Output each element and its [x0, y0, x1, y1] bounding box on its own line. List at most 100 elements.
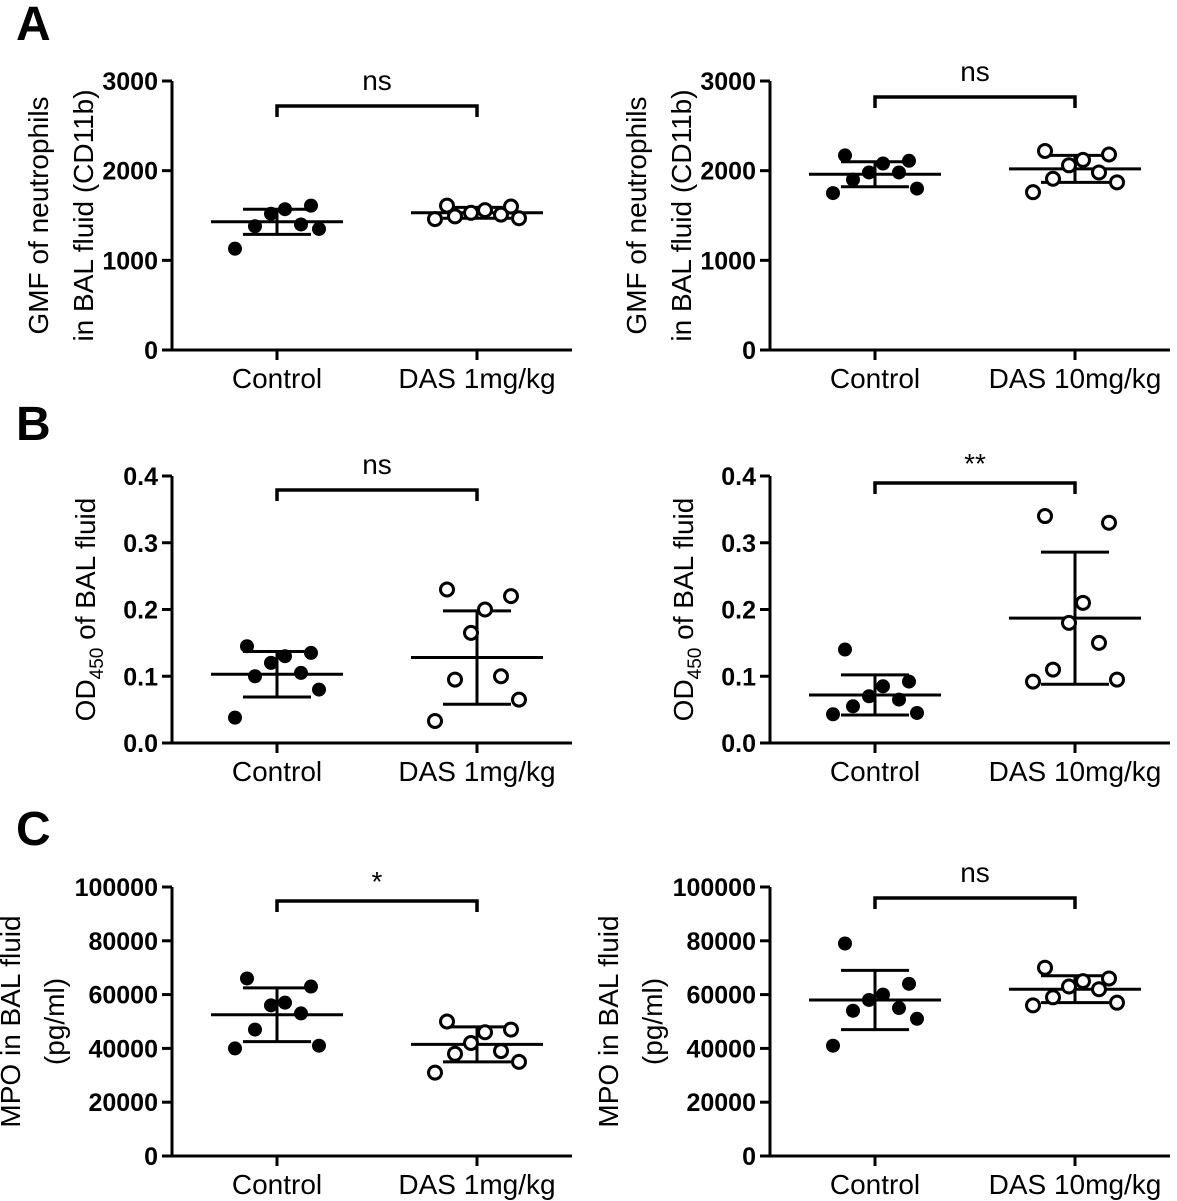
series-1 — [809, 936, 941, 1053]
data-point — [1075, 151, 1091, 168]
data-point — [228, 710, 242, 725]
series-2 — [1009, 959, 1141, 1014]
y-axis-label: (pg/ml) — [637, 978, 668, 1065]
plot-6: 0 20000 40000 60000 80000 100000 Control DAS 10… — [593, 857, 1170, 1200]
data-point — [1101, 970, 1117, 987]
data-point — [463, 204, 479, 221]
significance-label: ns — [960, 56, 990, 87]
y-axis-label: MPO in BAL fluid — [593, 915, 624, 1127]
y-tick-label: 3000 — [700, 68, 756, 96]
significance-label: ns — [960, 857, 990, 888]
y-axis-label-subscript: 450 — [87, 648, 108, 680]
significance-bracket — [275, 104, 479, 117]
data-point — [294, 665, 308, 680]
y-tick-label: 80000 — [686, 928, 756, 956]
data-point — [312, 221, 326, 236]
data-point — [427, 1064, 443, 1081]
y-axis-label: GMF of neutrophils — [23, 96, 54, 334]
significance-bracket — [275, 899, 479, 912]
x-tick-label: DAS 1mg/kg — [398, 363, 555, 394]
y-tick-label: 0.2 — [721, 597, 756, 625]
data-point — [511, 691, 527, 708]
data-point — [477, 1024, 493, 1041]
plot-5: 0 20000 40000 60000 80000 100000 Control DAS 1m… — [0, 866, 572, 1200]
x-tick-label: Control — [830, 756, 920, 787]
data-point — [493, 668, 509, 685]
significance-bracket — [275, 488, 479, 501]
y-tick-label: 1000 — [700, 247, 756, 275]
significance-bracket — [873, 95, 1077, 108]
y-tick-label: 0 — [144, 337, 158, 365]
series-1 — [809, 642, 941, 722]
x-tick-label: DAS 10mg/kg — [989, 756, 1162, 787]
x-tick-label: Control — [232, 1169, 322, 1200]
data-point — [892, 165, 906, 180]
data-point — [228, 241, 242, 256]
data-point — [477, 202, 493, 219]
data-point — [1061, 978, 1077, 995]
significance-bracket — [873, 896, 1077, 909]
data-point — [1101, 514, 1117, 531]
data-point — [846, 172, 860, 187]
data-point — [278, 995, 292, 1010]
data-point — [1061, 614, 1077, 631]
data-point — [493, 206, 509, 223]
data-point — [503, 1021, 519, 1038]
data-point — [862, 165, 876, 180]
data-point — [264, 998, 278, 1013]
significance-label: ns — [362, 449, 392, 480]
y-tick-label: 100000 — [673, 874, 756, 902]
data-point — [902, 674, 916, 689]
data-point — [1037, 508, 1053, 525]
series-2 — [411, 581, 543, 729]
data-point — [1091, 164, 1107, 181]
y-tick-label: 100000 — [75, 874, 158, 902]
data-point — [826, 707, 840, 722]
data-point — [876, 156, 890, 171]
data-point — [1109, 174, 1125, 191]
data-point — [838, 148, 852, 163]
x-tick-label: Control — [830, 1169, 920, 1200]
x-tick-label: Control — [232, 363, 322, 394]
data-point — [248, 1022, 262, 1037]
y-axis-label: MPO in BAL fluid — [0, 915, 26, 1127]
data-point — [511, 210, 527, 227]
data-point — [304, 645, 318, 660]
data-point — [493, 1043, 509, 1060]
data-point — [862, 992, 876, 1007]
data-point — [511, 1053, 527, 1070]
data-point — [503, 198, 519, 215]
data-point — [294, 217, 308, 232]
data-point — [892, 692, 906, 707]
data-point — [447, 208, 463, 225]
series-1 — [809, 148, 941, 201]
data-point — [1109, 994, 1125, 1011]
y-tick-label: 0.4 — [123, 463, 158, 491]
y-tick-label: 0.3 — [721, 530, 756, 558]
panel-label-b: B — [16, 398, 51, 451]
data-point — [846, 699, 860, 714]
data-point — [1025, 673, 1041, 690]
data-point — [228, 1041, 242, 1056]
data-point — [427, 211, 443, 228]
y-tick-label: 0 — [144, 1143, 158, 1171]
data-point — [312, 1038, 326, 1053]
y-tick-label: 0 — [742, 1143, 756, 1171]
data-point — [910, 181, 924, 196]
x-tick-label: DAS 1mg/kg — [398, 1169, 555, 1200]
y-tick-label: 2000 — [700, 158, 756, 186]
data-point — [1037, 142, 1053, 159]
y-tick-label: 0.4 — [721, 463, 756, 491]
y-tick-label: 0 — [742, 337, 756, 365]
y-axis-label-main: OD — [70, 679, 101, 721]
y-axis-label: in BAL fluid (CD11b) — [68, 89, 99, 341]
data-point — [876, 987, 890, 1002]
data-point — [264, 655, 278, 670]
series-2 — [411, 197, 543, 228]
series-1 — [211, 198, 343, 256]
data-point — [910, 705, 924, 720]
data-point — [447, 671, 463, 688]
data-point — [1025, 997, 1041, 1014]
data-point — [439, 197, 455, 214]
